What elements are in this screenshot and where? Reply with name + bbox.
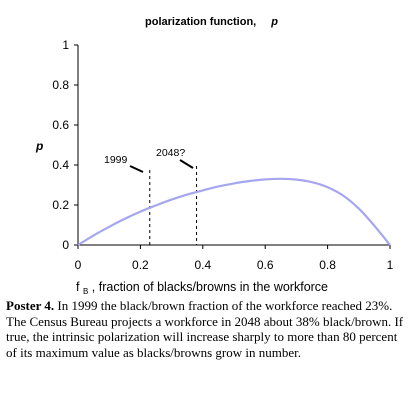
y-tick-labels: 0 0.2 0.4 0.6 0.8 1 bbox=[52, 38, 78, 252]
chart-title-symbol: p bbox=[270, 16, 278, 28]
poster-caption: Poster 4. In 1999 the black/brown fracti… bbox=[6, 298, 410, 360]
annotation-leader bbox=[179, 159, 194, 169]
x-tick-label: 0.2 bbox=[132, 258, 149, 272]
x-tick-labels: 0 0.2 0.4 0.6 0.8 1 bbox=[75, 245, 394, 272]
annotations: 1999 2048? bbox=[104, 147, 198, 245]
y-axis-label: p bbox=[35, 139, 43, 153]
x-axis-label-text: , fraction of blacks/browns in the workf… bbox=[92, 280, 328, 294]
polarization-chart: polarization function, p p 0 0.2 0.4 0.6 0.8… bbox=[35, 16, 394, 297]
x-axis-label-symbol: f bbox=[76, 280, 80, 294]
y-tick-label: 0.8 bbox=[52, 78, 69, 92]
x-tick-label: 1 bbox=[387, 258, 394, 272]
y-tick-label: 0 bbox=[62, 238, 69, 252]
annotation-label: 2048? bbox=[156, 147, 185, 159]
annotation-leader bbox=[129, 165, 144, 173]
series-layer bbox=[77, 177, 391, 246]
x-tick-label: 0.4 bbox=[194, 258, 211, 272]
polarization-curve bbox=[77, 177, 391, 246]
x-axis-label: f B , fraction of blacks/browns in the w… bbox=[76, 280, 328, 297]
x-tick-label: 0.8 bbox=[319, 258, 336, 272]
y-tick-label: 0.6 bbox=[52, 118, 69, 132]
y-tick-label: 1 bbox=[62, 38, 69, 52]
y-tick-label: 0.4 bbox=[52, 158, 69, 172]
chart-title: polarization function, p bbox=[145, 16, 278, 28]
y-tick-label: 0.2 bbox=[52, 198, 69, 212]
annotation-label: 1999 bbox=[104, 154, 128, 166]
x-tick-label: 0.6 bbox=[257, 258, 274, 272]
x-tick-label: 0 bbox=[75, 258, 82, 272]
chart-title-text: polarization function, bbox=[145, 16, 256, 28]
x-axis-label-subscript: B bbox=[83, 287, 88, 296]
caption-text: In 1999 the black/brown fraction of the … bbox=[6, 298, 404, 360]
caption-label: Poster 4. bbox=[6, 298, 55, 313]
